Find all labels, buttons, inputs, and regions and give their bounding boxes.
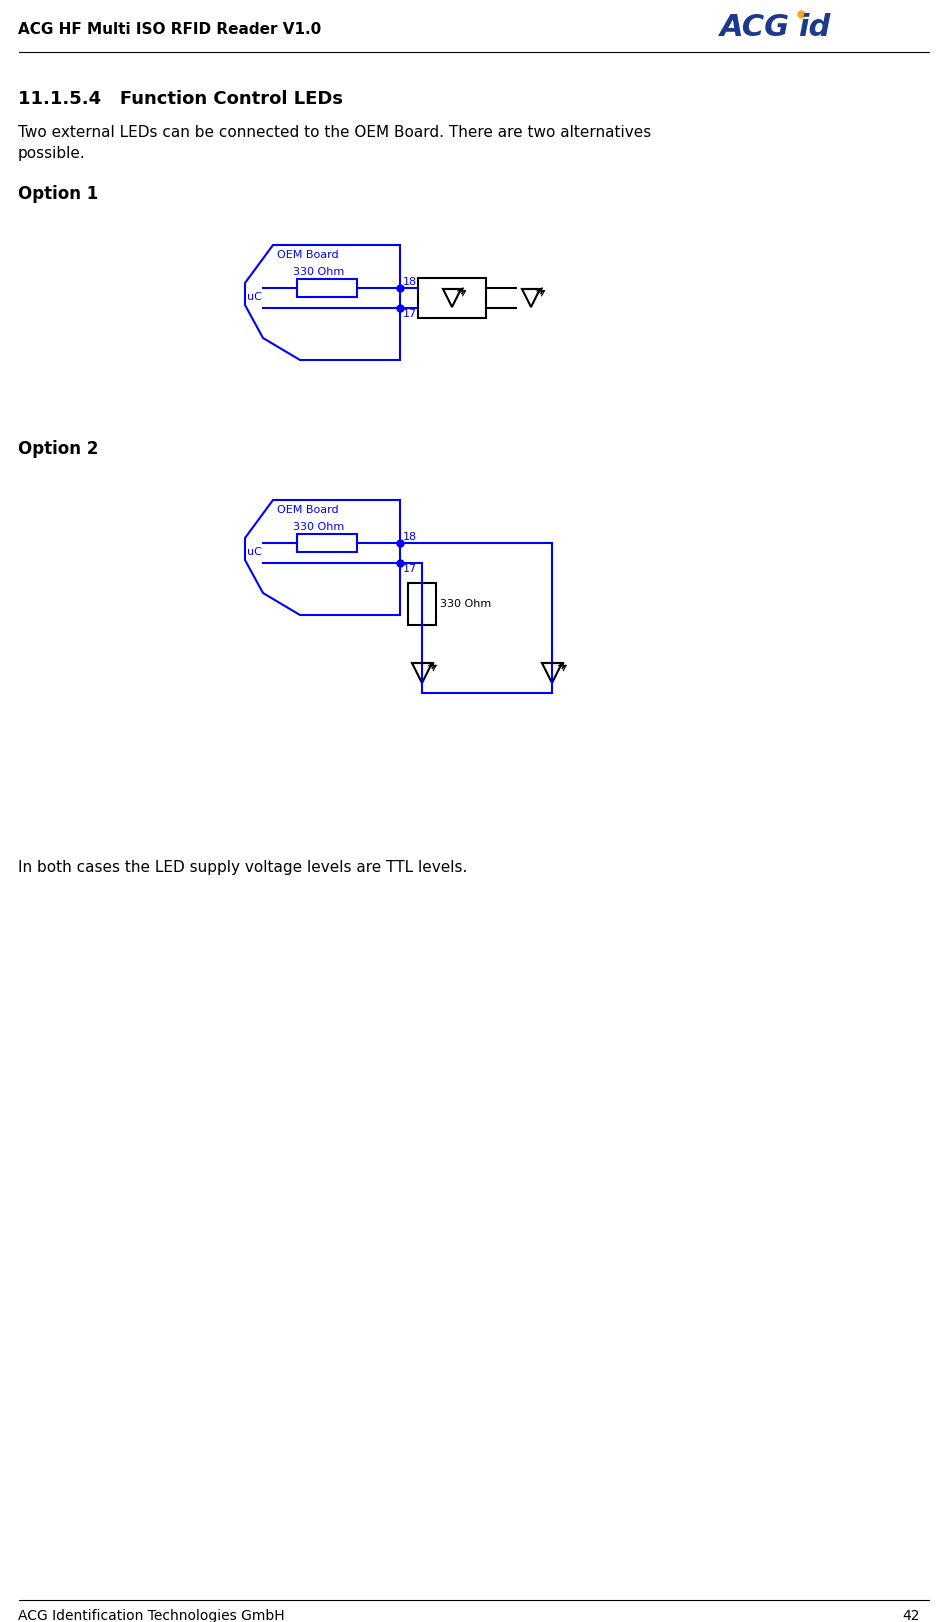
Bar	[408, 582, 436, 624]
Text: OEM Board: OEM Board	[277, 250, 338, 260]
Text: 11.1.5.4   Function Control LEDs: 11.1.5.4 Function Control LEDs	[18, 89, 343, 109]
Bar	[297, 279, 357, 297]
Text: 17: 17	[403, 310, 417, 320]
Text: Two external LEDs can be connected to the OEM Board. There are two alternatives
: Two external LEDs can be connected to th…	[18, 125, 651, 161]
Text: 17: 17	[403, 564, 417, 574]
Text: OEM Board: OEM Board	[277, 504, 338, 516]
Bar	[418, 277, 486, 318]
Text: In both cases the LED supply voltage levels are TTL levels.: In both cases the LED supply voltage lev…	[18, 860, 467, 874]
Text: 330 Ohm: 330 Ohm	[293, 522, 344, 532]
Bar	[297, 534, 357, 551]
Text: uC: uC	[247, 292, 262, 302]
Text: Option 2: Option 2	[18, 440, 99, 457]
Text: 18: 18	[403, 532, 417, 542]
Text: Option 1: Option 1	[18, 185, 99, 203]
Text: ACG HF Multi ISO RFID Reader V1.0: ACG HF Multi ISO RFID Reader V1.0	[18, 23, 321, 37]
Text: 42: 42	[902, 1609, 920, 1622]
Text: uC: uC	[247, 547, 262, 556]
Text: ACG: ACG	[720, 13, 790, 42]
Text: 330 Ohm: 330 Ohm	[440, 599, 491, 608]
Text: id: id	[798, 13, 830, 42]
Text: ACG Identification Technologies GmbH: ACG Identification Technologies GmbH	[18, 1609, 284, 1622]
Text: 18: 18	[403, 277, 417, 287]
Text: 330 Ohm: 330 Ohm	[293, 268, 344, 277]
